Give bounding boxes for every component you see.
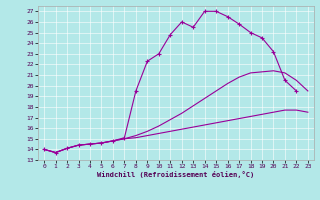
X-axis label: Windchill (Refroidissement éolien,°C): Windchill (Refroidissement éolien,°C)	[97, 171, 255, 178]
